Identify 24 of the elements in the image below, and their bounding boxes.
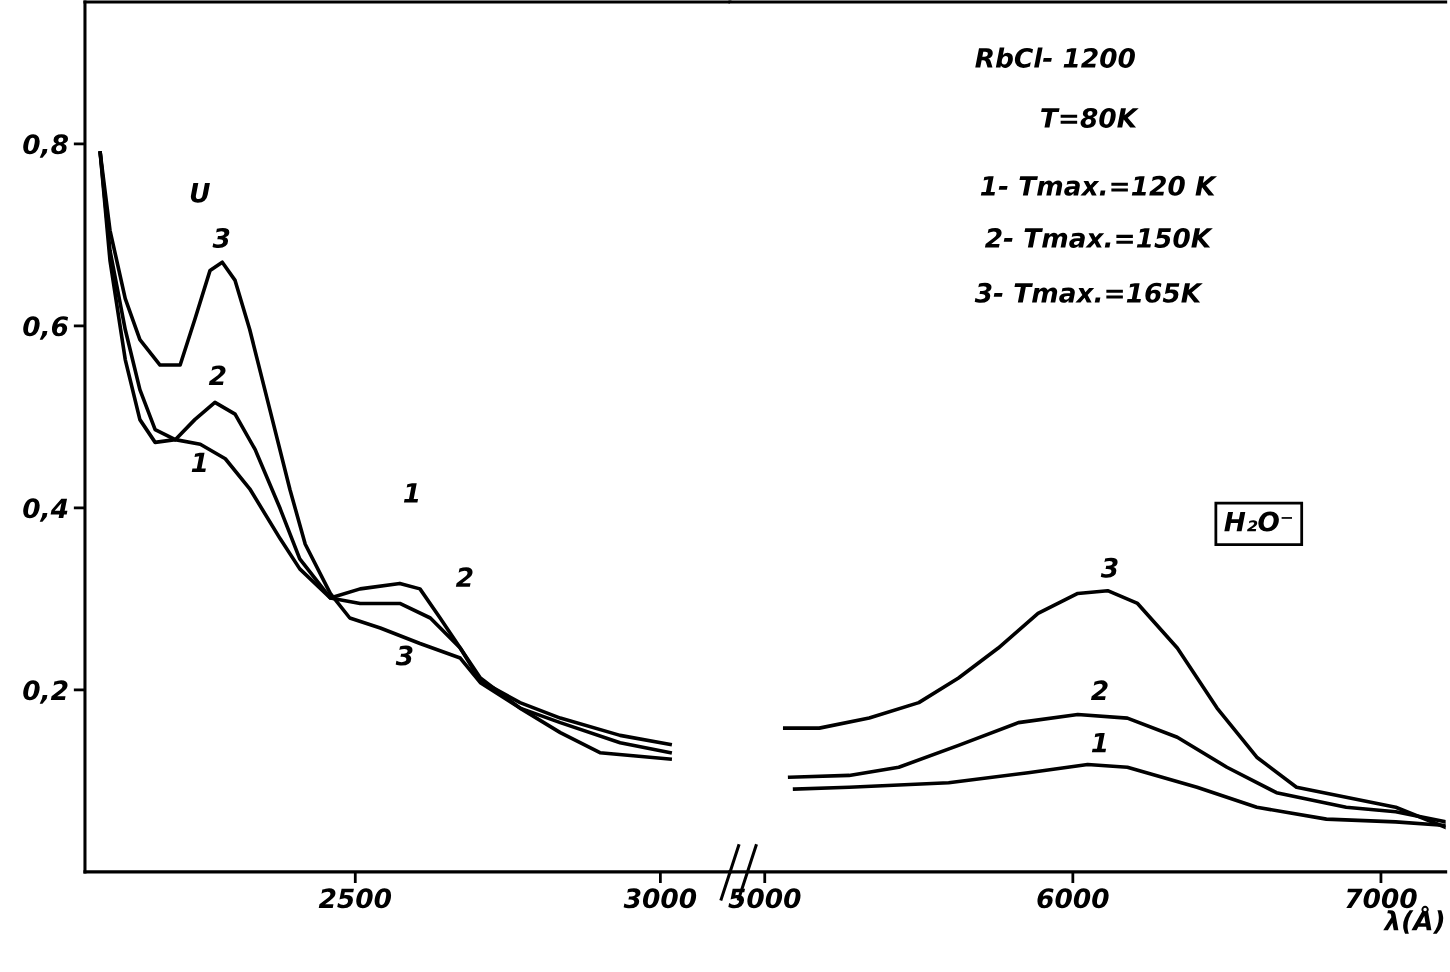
- annotation: U: [190, 183, 210, 203]
- annotation: 2: [1090, 680, 1108, 700]
- y-tick-label: 0,4: [23, 498, 68, 522]
- y-tick-label: 0,8: [23, 134, 69, 158]
- annotation: 3- Tmax.=165K: [974, 282, 1203, 303]
- annotation: H₂O⁻: [1224, 511, 1293, 532]
- y-tick-label: 0,6: [23, 316, 69, 340]
- annotation: 1- Tmax.=120 K: [980, 175, 1218, 196]
- annotation: 1: [1091, 732, 1107, 753]
- annotation: 2- Tmax.=150K: [984, 228, 1213, 248]
- annotation: 1: [403, 483, 419, 503]
- annotation: RbCl- 1200: [975, 47, 1135, 68]
- annotation: 1: [191, 452, 206, 473]
- annotation: 3: [395, 645, 413, 666]
- x-tick-label: 3000: [623, 888, 697, 909]
- x-tick-label: 6000: [1037, 888, 1109, 909]
- annotation: 3: [1100, 557, 1118, 578]
- x-tick-label: 5000: [728, 888, 801, 909]
- annotation: 3: [212, 228, 230, 248]
- annotation: 2: [455, 567, 473, 587]
- annotation: 2: [208, 365, 226, 386]
- annotation: T=80K: [1041, 107, 1139, 128]
- x-tick-label: 2500: [318, 888, 392, 909]
- y-tick-label: 0,2: [23, 680, 68, 704]
